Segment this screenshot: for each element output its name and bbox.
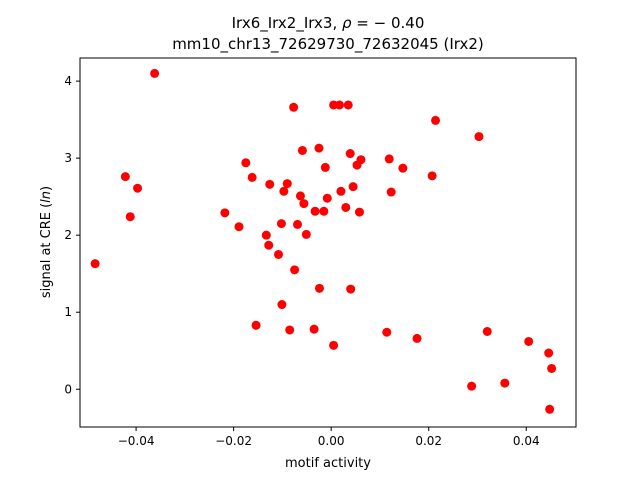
data-point bbox=[345, 149, 355, 159]
data-point bbox=[474, 132, 484, 142]
y-tick-label: 2 bbox=[64, 228, 72, 242]
data-point bbox=[343, 100, 353, 110]
y-tick-label: 0 bbox=[64, 382, 72, 396]
x-tick-label: 0.00 bbox=[318, 434, 345, 448]
x-axis-label: motif activity bbox=[285, 456, 371, 471]
data-point bbox=[336, 186, 346, 196]
data-point bbox=[293, 219, 303, 229]
data-point bbox=[547, 363, 557, 373]
x-tick-label: −0.04 bbox=[118, 434, 155, 448]
data-point bbox=[356, 155, 366, 165]
data-point bbox=[346, 284, 356, 294]
data-point bbox=[348, 182, 358, 192]
chart-title-line1: Irx6_Irx2_Irx3, ρ = − 0.40 bbox=[232, 14, 425, 33]
data-point bbox=[234, 222, 244, 232]
data-point bbox=[341, 202, 351, 212]
x-tick-label: 0.04 bbox=[513, 434, 540, 448]
data-point bbox=[314, 143, 324, 153]
data-point bbox=[427, 171, 437, 181]
data-point bbox=[277, 300, 287, 310]
data-points bbox=[90, 68, 557, 414]
data-point bbox=[500, 378, 510, 388]
data-point bbox=[120, 172, 130, 182]
data-point bbox=[274, 249, 283, 259]
data-point bbox=[251, 320, 261, 330]
y-axis-ticks: 0 1 2 3 4 bbox=[64, 74, 80, 396]
data-point bbox=[295, 191, 305, 201]
data-point bbox=[545, 404, 555, 414]
data-point bbox=[290, 265, 300, 275]
data-point bbox=[398, 163, 408, 173]
x-axis-ticks: −0.04 −0.02 0.00 0.02 0.04 bbox=[118, 427, 540, 448]
x-tick-label: 0.02 bbox=[415, 434, 442, 448]
data-point bbox=[276, 219, 286, 229]
data-point bbox=[329, 340, 339, 350]
data-point bbox=[310, 206, 320, 216]
data-point bbox=[241, 158, 251, 168]
data-point bbox=[125, 212, 135, 222]
data-point bbox=[133, 183, 143, 193]
x-tick-label: −0.02 bbox=[215, 434, 252, 448]
data-point bbox=[301, 229, 311, 239]
data-point bbox=[412, 333, 422, 343]
chart-title-line2: mm10_chr13_72629730_72632045 (Irx2) bbox=[172, 35, 484, 54]
data-point bbox=[289, 102, 299, 112]
data-point bbox=[431, 115, 441, 125]
data-point bbox=[220, 208, 230, 218]
data-point bbox=[354, 207, 364, 217]
data-point bbox=[334, 100, 344, 110]
data-point bbox=[285, 325, 295, 335]
y-tick-label: 1 bbox=[64, 305, 72, 319]
data-point bbox=[282, 179, 292, 189]
y-tick-label: 4 bbox=[64, 74, 72, 88]
data-point bbox=[279, 186, 289, 196]
data-point bbox=[265, 179, 275, 189]
data-point bbox=[150, 68, 160, 78]
data-point bbox=[386, 187, 396, 197]
data-point bbox=[314, 283, 324, 293]
y-axis-label: signal at CRE (ln) bbox=[39, 186, 54, 298]
data-point bbox=[322, 193, 332, 203]
plot-frame bbox=[79, 57, 577, 428]
data-point bbox=[467, 381, 477, 391]
data-point bbox=[382, 327, 392, 337]
data-point bbox=[524, 336, 534, 346]
data-point bbox=[261, 230, 271, 240]
data-point bbox=[544, 348, 554, 358]
data-point bbox=[264, 240, 274, 250]
data-point bbox=[247, 172, 257, 182]
y-tick-label: 3 bbox=[64, 151, 72, 165]
data-point bbox=[299, 199, 309, 209]
data-point bbox=[320, 162, 330, 172]
data-point bbox=[297, 145, 307, 155]
data-point bbox=[90, 259, 100, 269]
data-point bbox=[482, 326, 492, 336]
data-point bbox=[309, 324, 319, 334]
data-point bbox=[319, 206, 329, 216]
data-point bbox=[384, 154, 394, 164]
